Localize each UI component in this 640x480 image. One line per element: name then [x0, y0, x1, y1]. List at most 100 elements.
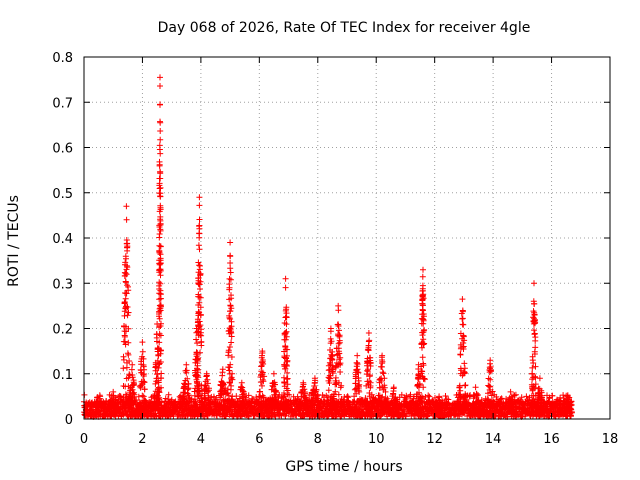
data-point-marker	[566, 402, 573, 409]
data-point-marker	[327, 355, 334, 362]
data-point-marker	[414, 391, 420, 398]
data-point-marker	[157, 243, 164, 250]
data-point-marker	[217, 388, 224, 395]
data-point-marker	[368, 391, 375, 398]
data-point-marker	[440, 412, 447, 419]
data-point-marker	[156, 161, 163, 168]
data-point-marker	[382, 388, 389, 395]
data-point-marker	[270, 370, 277, 377]
data-point-marker	[338, 413, 345, 420]
data-point-marker	[227, 316, 234, 322]
data-point-marker	[198, 405, 205, 412]
data-point-marker	[122, 304, 129, 311]
data-point-marker	[241, 390, 247, 397]
data-point-marker	[554, 396, 560, 403]
data-point-marker	[351, 398, 358, 405]
data-point-marker	[332, 404, 339, 411]
data-point-marker	[224, 390, 231, 396]
data-point-marker	[218, 378, 225, 385]
data-point-marker	[327, 340, 334, 347]
data-point-marker	[141, 386, 148, 393]
data-point-marker	[196, 202, 203, 209]
data-point-marker	[140, 373, 147, 379]
data-point-marker	[157, 118, 163, 125]
data-point-marker	[509, 396, 516, 403]
data-point-marker	[137, 384, 144, 391]
x-tick-label: 4	[197, 432, 205, 447]
x-tick-label: 6	[255, 432, 263, 447]
data-point-marker	[153, 334, 160, 341]
data-point-marker	[259, 382, 265, 389]
data-point-marker	[303, 404, 310, 411]
data-point-marker	[285, 401, 292, 408]
data-point-marker	[158, 375, 165, 382]
data-point-marker	[257, 374, 264, 380]
data-point-marker	[157, 175, 164, 182]
data-point-marker	[157, 136, 164, 143]
x-axis-label: GPS time / hours	[285, 459, 402, 475]
data-point-marker	[357, 399, 364, 406]
data-point-marker	[459, 307, 466, 314]
data-point-marker	[459, 315, 466, 322]
data-point-marker	[183, 361, 190, 368]
data-point-marker	[242, 404, 249, 411]
data-point-marker	[562, 410, 569, 417]
data-point-marker	[472, 384, 479, 391]
data-point-marker	[281, 363, 288, 370]
data-point-marker	[107, 398, 114, 405]
data-point-marker	[258, 354, 265, 361]
data-point-marker	[534, 403, 541, 410]
data-point-marker	[380, 370, 387, 377]
plot-border	[83, 56, 611, 420]
data-point-marker	[364, 358, 371, 365]
data-point-marker	[419, 368, 426, 375]
x-tick-label: 12	[426, 432, 443, 447]
data-point-marker	[157, 83, 163, 89]
data-point-marker	[564, 393, 571, 400]
data-point-marker	[158, 320, 164, 327]
data-point-marker	[457, 387, 464, 394]
data-point-marker	[240, 399, 247, 406]
data-point-marker	[393, 405, 400, 412]
data-point-marker	[130, 377, 137, 384]
data-point-marker	[206, 400, 213, 407]
data-point-marker	[156, 315, 163, 322]
data-point-marker	[121, 308, 128, 315]
data-point-marker	[122, 270, 129, 277]
data-point-marker	[327, 361, 334, 368]
data-point-marker	[363, 371, 370, 378]
data-point-marker	[353, 390, 360, 397]
data-point-marker	[335, 302, 342, 309]
data-point-marker	[245, 392, 252, 399]
data-point-marker	[203, 370, 210, 377]
data-point-marker	[419, 302, 426, 309]
data-point-marker	[539, 404, 546, 411]
data-point-marker	[368, 400, 375, 406]
data-point-marker	[419, 354, 426, 361]
data-point-marker	[367, 383, 374, 389]
data-point-marker	[94, 411, 101, 418]
data-point-marker	[132, 397, 138, 403]
data-point-marker	[191, 409, 198, 416]
data-point-marker	[364, 378, 371, 385]
data-point-marker	[530, 298, 537, 305]
data-point-marker	[269, 380, 276, 387]
data-point-marker	[402, 413, 409, 420]
y-tick-label: 0.3	[52, 277, 73, 292]
data-point-marker	[228, 292, 234, 299]
data-point-marker	[196, 388, 203, 395]
data-point-marker	[281, 336, 288, 343]
data-point-marker	[256, 393, 263, 400]
data-point-marker	[333, 359, 340, 366]
data-point-marker	[362, 395, 369, 402]
data-point-marker	[299, 413, 305, 420]
data-point-marker	[439, 413, 446, 420]
data-point-marker	[306, 410, 313, 417]
data-point-marker	[338, 406, 345, 413]
data-point-marker	[433, 404, 440, 411]
x-tick-label: 8	[314, 432, 322, 447]
data-point-marker	[452, 412, 459, 419]
data-point-marker	[301, 389, 308, 395]
data-point-marker	[123, 364, 130, 371]
data-point-marker	[156, 330, 163, 337]
